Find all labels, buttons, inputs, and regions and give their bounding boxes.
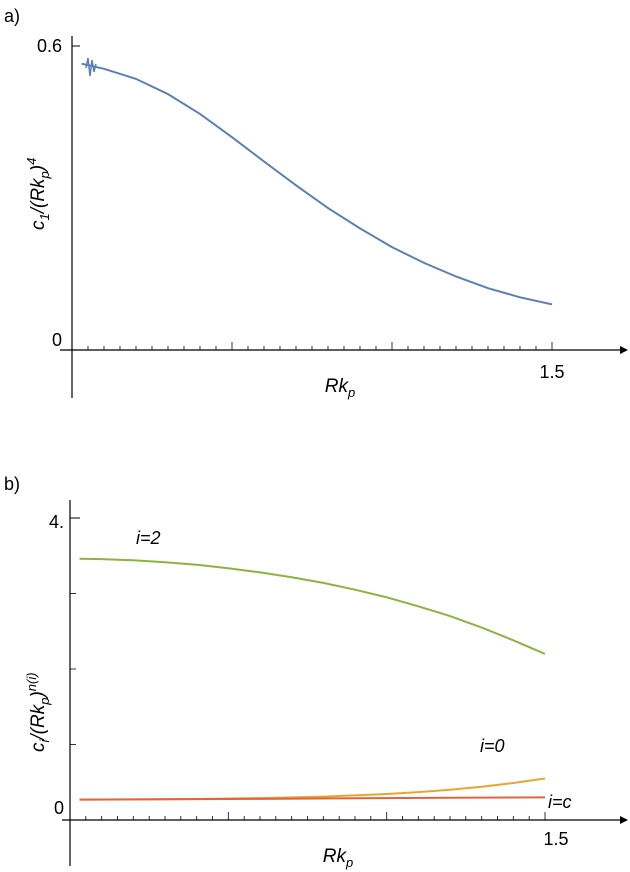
panel-b-x-axis-title: Rkp bbox=[323, 846, 353, 870]
panel-b-y-tick-label-top: 4. bbox=[49, 512, 64, 532]
panel-a-x-axis-title: Rkp bbox=[325, 376, 355, 400]
panel-b-x-minor-ticks bbox=[85, 812, 546, 820]
panel-a-series-noise bbox=[85, 57, 97, 77]
panel-b-y-minor-ticks bbox=[70, 593, 76, 745]
panel-b-label: b) bbox=[4, 474, 20, 494]
panel-a-x-tick-label: 1.5 bbox=[539, 362, 564, 382]
panel-b-series-ic-line bbox=[79, 796, 546, 801]
panel-a-x-arrow bbox=[620, 346, 628, 354]
panel-a: a) 0.6 0 1.5 Rkp c1/(Rkp)4 bbox=[4, 6, 628, 400]
panel-a-y-tick-label-top: 0.6 bbox=[37, 36, 62, 56]
panel-b-series-i0-line bbox=[79, 777, 546, 801]
panel-b-series-i2-label: i=2 bbox=[136, 528, 161, 548]
panel-b-y-axis-title: ci/(Rkp)n(i) bbox=[24, 672, 52, 752]
panel-b-series-i0-label: i=0 bbox=[480, 736, 505, 756]
panel-b-series-i2-line bbox=[79, 557, 546, 655]
panel-a-y-tick-label-zero: 0 bbox=[52, 330, 62, 350]
panel-b-series-ic-label: i=c bbox=[548, 792, 572, 812]
panel-a-label: a) bbox=[4, 6, 20, 26]
panel-b-y-tick-label-zero: 0 bbox=[54, 798, 64, 818]
panel-b: b) 4. 0 1.5 i=2 i=0 i=c Rkp ci/(Rkp)n(i) bbox=[4, 474, 628, 870]
panel-b-x-arrow bbox=[620, 816, 628, 824]
panel-a-y-axis-title: c1/(Rkp)4 bbox=[24, 158, 52, 230]
panel-b-x-tick-label: 1.5 bbox=[543, 829, 568, 849]
panel-a-series-line bbox=[81, 62, 553, 306]
panel-a-x-minor-ticks bbox=[87, 342, 553, 350]
